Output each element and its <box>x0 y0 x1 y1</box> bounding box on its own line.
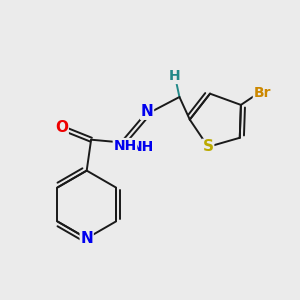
Text: H: H <box>169 69 181 83</box>
Text: S: S <box>203 139 214 154</box>
Text: O: O <box>55 120 68 135</box>
Text: NH: NH <box>131 140 154 154</box>
Text: N: N <box>124 140 137 154</box>
Text: N: N <box>80 231 93 246</box>
Text: NH: NH <box>113 139 136 153</box>
Text: N: N <box>141 104 153 119</box>
Text: Br: Br <box>254 85 271 100</box>
